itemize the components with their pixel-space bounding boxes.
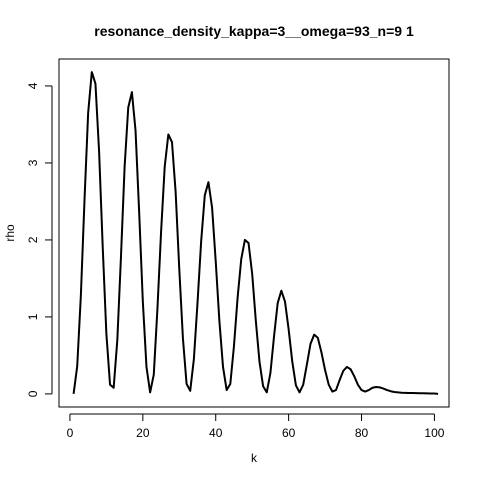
x-tick-label: 40 (209, 426, 223, 440)
x-axis-label: k (251, 451, 258, 465)
series-layer (72, 71, 439, 395)
y-tick-label: 4 (26, 82, 40, 89)
x-axis: 0 20 40 60 80 100 (67, 413, 445, 440)
x-tick-label: 0 (67, 426, 74, 440)
x-tick-label: 20 (136, 426, 150, 440)
plot-frame (58, 58, 450, 408)
y-tick-label: 0 (26, 390, 40, 397)
series-line (72, 71, 439, 395)
y-tick-label: 1 (26, 313, 40, 320)
y-tick-label: 2 (26, 236, 40, 243)
y-axis: 0 1 2 3 4 (26, 82, 53, 397)
y-tick-label: 3 (26, 159, 40, 166)
x-tick-label: 80 (355, 426, 369, 440)
y-axis-label: rho (3, 224, 17, 242)
x-tick-label: 100 (424, 426, 444, 440)
chart-title: resonance_density_kappa=3__omega=93_n=9 … (94, 23, 414, 39)
x-tick-label: 60 (282, 426, 296, 440)
